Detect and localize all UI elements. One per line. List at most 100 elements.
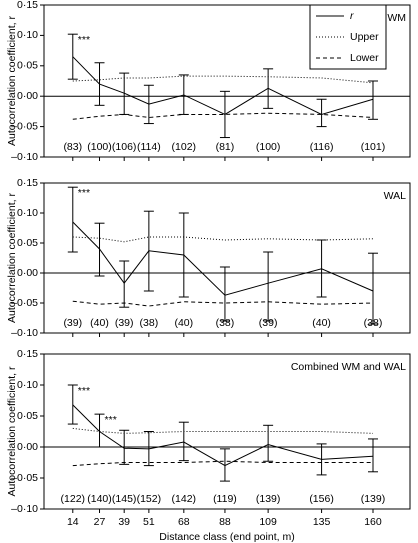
y-axis-label: Autocorrelation coefficient, r	[6, 366, 18, 496]
sample-size: (38)	[216, 317, 235, 329]
x-tick-label: 160	[364, 516, 382, 528]
error-bar	[263, 424, 274, 462]
sample-size: (114)	[137, 141, 161, 153]
y-tick-label: 0·15	[17, 0, 38, 11]
error-bar	[367, 438, 378, 473]
sample-size: (106)	[112, 141, 137, 153]
error-bar	[119, 72, 130, 115]
error-bar	[119, 429, 130, 465]
error-bar	[143, 84, 154, 125]
panel-title: WM	[387, 12, 406, 24]
sample-size: (102)	[172, 141, 197, 153]
sample-size: (156)	[309, 493, 334, 505]
panel-title: WAL	[384, 190, 407, 202]
y-tick-label: 0·15	[17, 348, 38, 360]
sample-size: (152)	[137, 493, 162, 505]
y-tick-label: –0·05	[11, 120, 38, 132]
sample-size: (38)	[364, 317, 383, 329]
legend-label: r	[350, 10, 354, 22]
sample-size: (81)	[216, 141, 235, 153]
panel-title: Combined WM and WAL	[291, 361, 406, 373]
error-bar	[143, 210, 154, 292]
series-line	[72, 460, 373, 467]
sample-size: (142)	[172, 493, 197, 505]
series-line	[72, 427, 374, 434]
y-tick-label: 0·05	[17, 60, 38, 72]
sample-size: (39)	[259, 317, 278, 329]
x-tick-label: 109	[259, 516, 277, 528]
x-tick-label: 14	[67, 516, 79, 528]
significance: ***	[78, 385, 90, 397]
error-bar	[263, 251, 274, 322]
y-tick-label: –0·10	[11, 503, 38, 515]
legend-label: Lower	[350, 52, 379, 64]
plot-frame	[43, 353, 411, 510]
error-bar	[263, 68, 274, 109]
y-tick-label: 0·05	[17, 237, 38, 249]
y-axis-label: Autocorrelation coefficient, r	[6, 193, 18, 323]
y-tick-label: 0·15	[17, 177, 38, 189]
error-bar	[219, 448, 230, 482]
error-bar	[178, 74, 189, 115]
x-tick-label: 68	[178, 516, 190, 528]
sample-size: (40)	[312, 317, 331, 329]
error-bar	[143, 431, 154, 467]
sample-size: (40)	[174, 317, 193, 329]
y-tick-label: 0·10	[17, 29, 38, 41]
error-bar	[67, 186, 78, 253]
x-tick-label: 27	[94, 516, 106, 528]
y-tick-label: 0·05	[17, 410, 38, 422]
error-bar	[178, 212, 189, 298]
error-bar	[219, 266, 230, 322]
error-bar	[94, 222, 105, 277]
y-tick-label: 0·00	[17, 441, 38, 453]
series-line	[72, 112, 374, 120]
error-bar	[67, 384, 78, 425]
error-bar	[94, 413, 105, 448]
significance: ***	[78, 34, 90, 46]
sample-size: (100)	[256, 141, 281, 153]
x-tick-label: 39	[118, 516, 130, 528]
x-axis-label: Distance class (end point, m)	[159, 531, 294, 543]
y-tick-label: 0·00	[17, 267, 38, 279]
error-bar	[316, 98, 327, 128]
y-tick-label: –0·05	[11, 472, 38, 484]
sample-size: (119)	[213, 493, 237, 505]
y-tick-label: 0·10	[17, 207, 38, 219]
sample-size: (38)	[140, 317, 159, 329]
y-axis-label: Autocorrelation coefficient, r	[6, 16, 18, 146]
y-tick-label: –0·05	[11, 297, 38, 309]
series-line	[72, 221, 374, 296]
plot-frame	[43, 182, 411, 334]
error-bar	[316, 239, 327, 298]
sample-size: (116)	[310, 141, 334, 153]
x-tick-label: 135	[313, 516, 331, 528]
sample-size: (140)	[87, 493, 112, 505]
plot-frame	[43, 4, 411, 158]
sample-size: (145)	[112, 493, 137, 505]
sample-size: (139)	[256, 493, 281, 505]
sample-size: (39)	[63, 317, 82, 329]
sample-size: (40)	[90, 317, 109, 329]
legend-label: Upper	[350, 31, 379, 43]
error-bar	[178, 421, 189, 462]
sample-size: (83)	[63, 141, 82, 153]
series-line	[72, 404, 374, 467]
error-bar	[367, 252, 378, 325]
y-tick-label: 0·00	[17, 90, 38, 102]
sample-size: (39)	[115, 317, 134, 329]
y-tick-label: –0·10	[11, 151, 38, 163]
error-bar	[367, 80, 378, 120]
error-bar	[316, 443, 327, 476]
sample-size: (139)	[361, 493, 386, 505]
error-bar	[219, 90, 230, 139]
y-tick-label: 0·10	[17, 379, 38, 391]
significance: ***	[78, 187, 90, 199]
error-bar	[67, 33, 78, 80]
sample-size: (101)	[361, 141, 386, 153]
error-bar	[119, 260, 130, 308]
series-line	[72, 300, 374, 307]
y-tick-label: –0·10	[11, 327, 38, 339]
series-line	[72, 75, 374, 84]
